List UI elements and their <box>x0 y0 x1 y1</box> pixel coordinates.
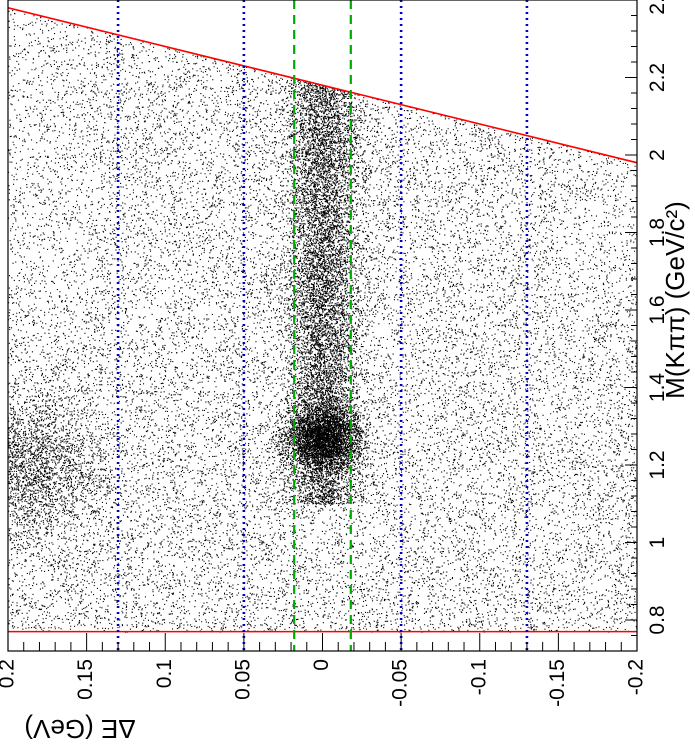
mass-tick-label: 2.2 <box>646 63 669 92</box>
delta-e-tick-label: 0.05 <box>231 659 254 700</box>
delta-e-axis-title: ΔE (GeV) <box>24 714 135 744</box>
mass-tick-label: 1 <box>646 537 669 549</box>
delta-e-tick-label: 0.2 <box>0 659 19 688</box>
mass-tick-label: 1.8 <box>646 218 669 247</box>
delta-e-tick-label: -0.15 <box>546 659 569 707</box>
delta-e-tick-label: -0.2 <box>625 659 648 695</box>
delta-e-axis: 0.2 0.15 0.1 0.05 0 -0.05 -0.1 -0.15 -0.2 <box>0 633 648 707</box>
mass-tick-label: 2 <box>646 149 669 161</box>
mass-tick-label: 1.2 <box>646 450 669 479</box>
red-solid-line-0 <box>8 6 637 164</box>
delta-e-tick-label: -0.05 <box>389 659 412 707</box>
data-points <box>8 10 637 633</box>
delta-e-tick-label: 0 <box>310 659 333 671</box>
mass-tick-label: 1.4 <box>646 373 669 403</box>
cut-lines <box>8 0 637 651</box>
delta-e-tick-label: 0.1 <box>153 659 176 688</box>
delta-e-tick-label: -0.1 <box>467 659 490 695</box>
delta-e-tick-label: 0.15 <box>74 659 97 700</box>
mass-axis-title: M(Kππ) (GeV/c²) <box>660 201 690 399</box>
mass-axis: 0.8 1 1.2 1.4 1.6 1.8 2 2.2 2.4 <box>625 0 669 652</box>
mass-tick-label: 2.4 <box>646 0 669 15</box>
mass-tick-label: 1.6 <box>646 295 669 324</box>
event-points <box>8 10 637 633</box>
mass-tick-label: 0.8 <box>646 605 669 634</box>
